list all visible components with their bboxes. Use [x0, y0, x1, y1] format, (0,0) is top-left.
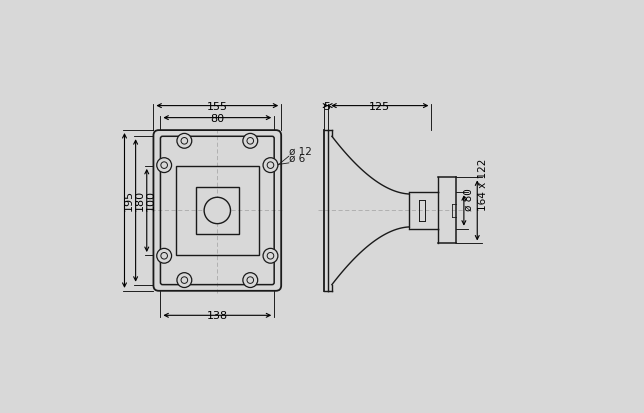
Circle shape [204, 198, 231, 224]
Text: 164 x 122: 164 x 122 [478, 159, 488, 211]
Text: 180: 180 [135, 190, 145, 211]
Text: 125: 125 [369, 101, 390, 112]
Circle shape [177, 134, 192, 149]
Bar [176, 166, 258, 255]
Circle shape [243, 134, 258, 149]
Circle shape [156, 158, 171, 173]
Text: ø 12: ø 12 [289, 146, 312, 156]
Circle shape [161, 253, 167, 259]
Circle shape [181, 277, 187, 284]
Circle shape [247, 277, 254, 284]
Bar [196, 187, 239, 235]
Circle shape [247, 138, 254, 145]
Circle shape [161, 162, 167, 169]
Text: 100: 100 [146, 190, 156, 211]
Circle shape [181, 138, 187, 145]
Circle shape [267, 253, 274, 259]
Text: 155: 155 [207, 101, 228, 112]
Text: 80: 80 [210, 113, 224, 123]
Text: 138: 138 [207, 311, 228, 320]
Text: ø 6: ø 6 [289, 154, 305, 164]
Circle shape [177, 273, 192, 288]
Circle shape [263, 158, 278, 173]
Circle shape [267, 162, 274, 169]
Text: 5: 5 [323, 101, 330, 112]
Circle shape [243, 273, 258, 288]
Circle shape [263, 249, 278, 263]
Text: ø 80: ø 80 [463, 188, 473, 211]
Text: 195: 195 [124, 190, 133, 211]
Circle shape [156, 249, 171, 263]
